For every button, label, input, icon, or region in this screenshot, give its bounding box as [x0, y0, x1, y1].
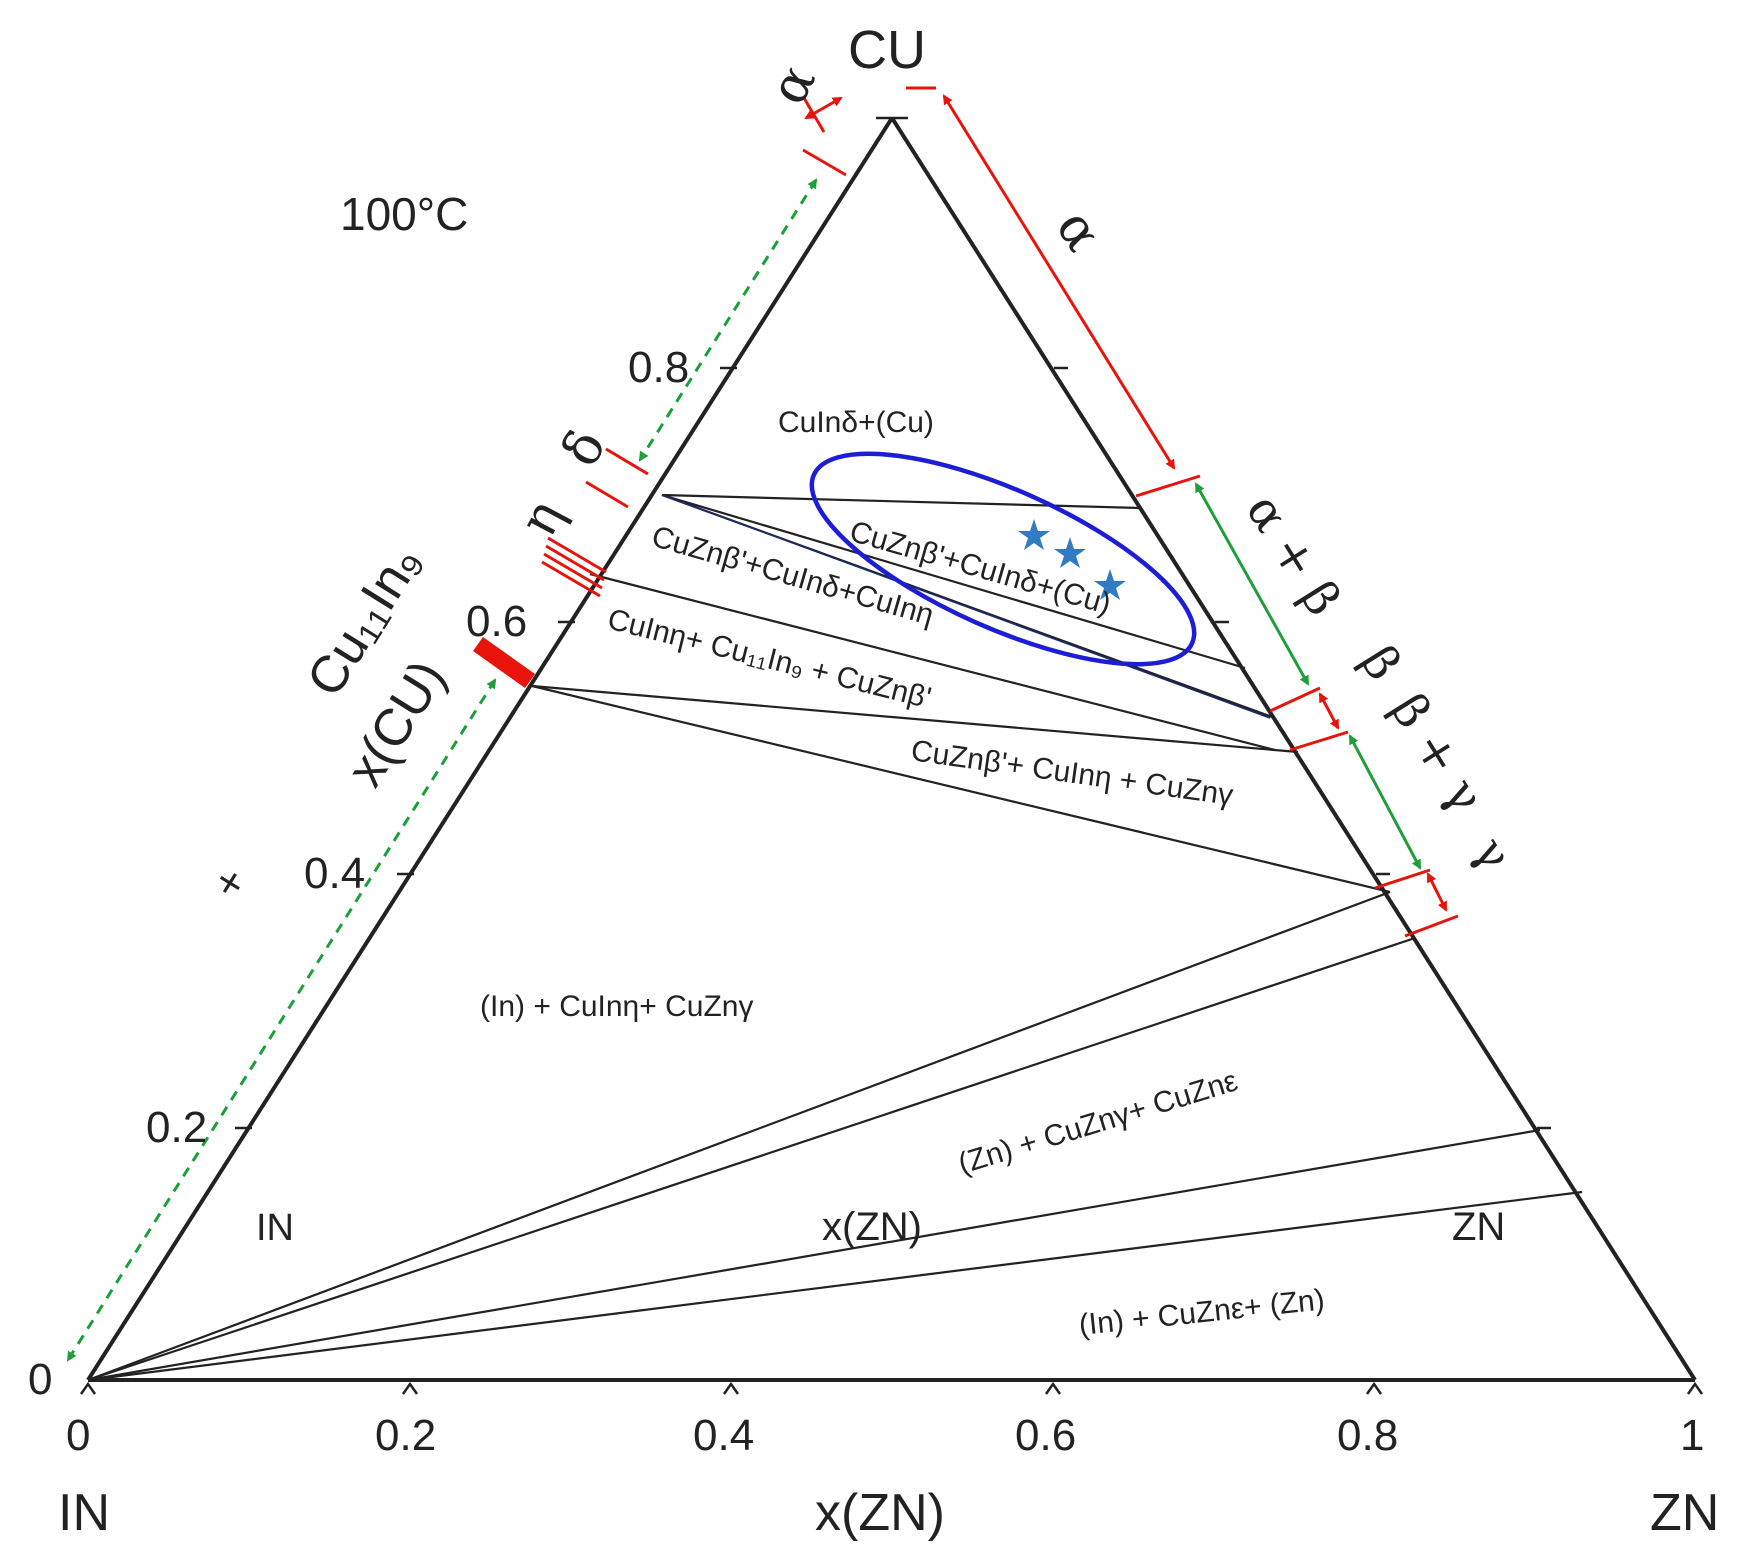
- phase-label: (In) + CuZnε+ (Zn): [1077, 1283, 1326, 1342]
- star-marker: [1054, 537, 1086, 568]
- right-red-markers: [906, 86, 1459, 938]
- gamma-label: γ: [1463, 827, 1523, 879]
- interior-zn-label: ZN: [1452, 1205, 1505, 1249]
- phase-label: CuZnβ'+ CuInη + CuZnγ: [909, 734, 1235, 812]
- bottom-ticks: [79, 1381, 1704, 1395]
- beta-label: β: [1350, 637, 1412, 690]
- green-dashed-arrows: [66, 178, 818, 1362]
- eta-label: η: [509, 490, 577, 546]
- experimental-stars: [1018, 519, 1126, 600]
- left-tick-labels: 0 0.2 0.4 0.6 0.8: [28, 343, 689, 1404]
- tick-label: 0.8: [628, 343, 689, 392]
- tick-label: 0.6: [466, 597, 527, 646]
- tick-label: 0.2: [375, 1411, 436, 1460]
- tick-label: 0: [28, 1355, 52, 1404]
- beta-gamma-label: β + γ: [1380, 685, 1495, 823]
- plus-sign: +: [202, 859, 257, 907]
- phase-region-labels: CuInδ+(Cu) CuZnβ'+CuInδ+(Cu) CuZnβ'+CuIn…: [480, 406, 1326, 1342]
- vertex-top-label: CU: [848, 20, 926, 80]
- bottom-tick-labels: 0 0.2 0.4 0.6 0.8 1: [66, 1411, 1704, 1460]
- highlight-ellipse: [809, 451, 1197, 667]
- tick-label: 0.4: [693, 1411, 754, 1460]
- interior-xzn-label: x(ZN): [822, 1205, 922, 1249]
- alpha-left-label: α: [759, 55, 828, 114]
- tick-label: 1: [1680, 1411, 1704, 1460]
- tick-label: 0.2: [146, 1103, 207, 1152]
- bottom-axis-title: x(ZN): [815, 1484, 945, 1542]
- temperature-label: 100°C: [340, 188, 468, 240]
- delta-label: δ: [551, 420, 619, 476]
- tick-label: 0.6: [1015, 1411, 1076, 1460]
- vertex-right-label: ZN: [1650, 1484, 1719, 1542]
- phase-label: (In) + CuInη+ CuZnγ: [480, 990, 753, 1023]
- green-arrows: [1194, 482, 1422, 870]
- phase-label: CuInδ+(Cu): [778, 406, 934, 439]
- phase-label: (Zn) + CuZnγ+ CuZnε: [954, 1064, 1241, 1180]
- alpha-right-label: α: [1044, 200, 1113, 262]
- red-bar: [473, 637, 535, 688]
- right-ticks: [1054, 366, 1551, 1130]
- tick-label: 0.8: [1337, 1411, 1398, 1460]
- tick-label: 0: [66, 1411, 90, 1460]
- left-red-markers: [541, 96, 847, 598]
- vertex-left-label: IN: [58, 1484, 110, 1542]
- alpha-beta-label: α + β: [1235, 485, 1352, 626]
- tick-label: 0.4: [304, 849, 365, 898]
- star-marker: [1018, 519, 1050, 550]
- star-marker: [1094, 569, 1126, 600]
- interior-in-label: IN: [256, 1207, 294, 1249]
